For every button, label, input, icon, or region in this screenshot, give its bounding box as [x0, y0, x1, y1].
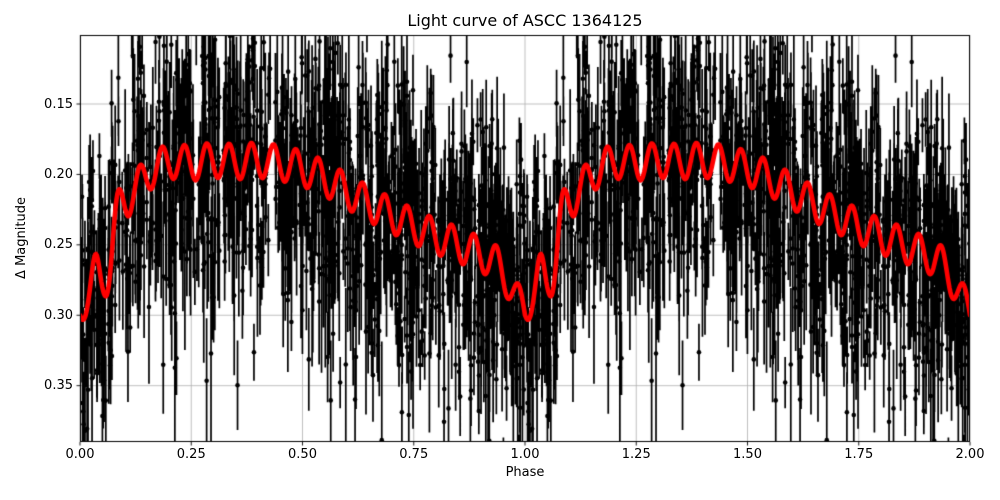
chart-title: Light curve of ASCC 1364125 [407, 11, 643, 30]
x-tick-label: 1.75 [844, 447, 874, 462]
x-tick-label: 0.75 [399, 447, 429, 462]
x-tick-label: 1.50 [733, 447, 762, 462]
y-tick-label: 0.25 [44, 237, 73, 253]
x-tick-label: 1.25 [621, 447, 651, 462]
x-tick-label: 0.00 [65, 447, 95, 462]
x-tick-label: 0.25 [176, 447, 206, 462]
x-axis-label: Phase [505, 465, 545, 480]
x-tick-label: 1.00 [510, 447, 540, 462]
x-tick-label: 2.00 [955, 447, 985, 462]
y-tick-label: 0.30 [44, 307, 73, 323]
y-tick-label: 0.15 [44, 96, 73, 112]
y-tick-label: 0.35 [44, 378, 73, 394]
y-tick-label: 0.20 [44, 166, 73, 182]
x-tick-label: 0.50 [288, 447, 317, 462]
